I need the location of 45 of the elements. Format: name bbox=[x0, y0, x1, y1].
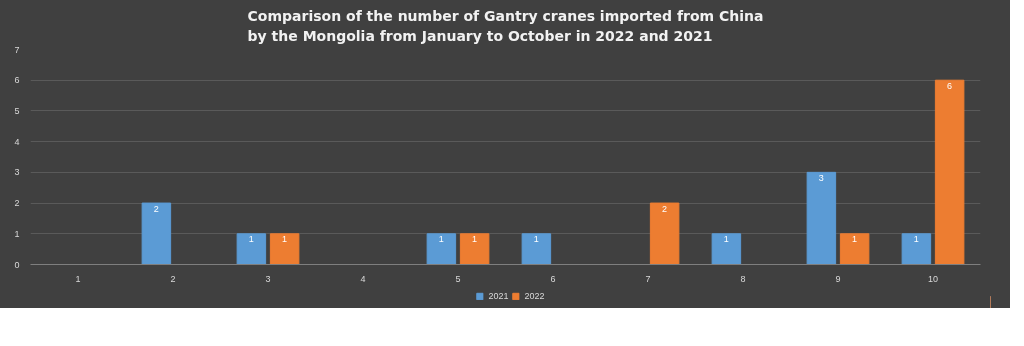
bar bbox=[269, 233, 300, 265]
bar bbox=[839, 233, 870, 265]
bar bbox=[649, 202, 680, 265]
data-label: 6 bbox=[947, 80, 953, 91]
x-tick-label: 8 bbox=[740, 273, 746, 284]
y-tick-label: 2 bbox=[14, 198, 20, 209]
data-label: 1 bbox=[533, 234, 539, 245]
legend-label: 2022 bbox=[524, 291, 545, 301]
x-tick-label: 7 bbox=[645, 273, 651, 284]
x-tick-label: 5 bbox=[455, 273, 461, 284]
data-label: 1 bbox=[723, 234, 729, 245]
x-tick-label: 10 bbox=[927, 273, 939, 284]
y-tick-label: 1 bbox=[14, 228, 20, 239]
y-tick-label: 6 bbox=[14, 75, 20, 86]
y-tick-label: 4 bbox=[14, 136, 20, 147]
bar bbox=[426, 233, 457, 265]
bar bbox=[806, 171, 837, 265]
bar bbox=[459, 233, 490, 265]
data-label: 1 bbox=[472, 234, 478, 245]
legend-label: 2021 bbox=[488, 291, 509, 301]
x-tick-label: 9 bbox=[835, 273, 841, 284]
data-label: 2 bbox=[153, 203, 159, 214]
bar bbox=[901, 233, 932, 265]
bar bbox=[141, 202, 172, 265]
x-tick-label: 1 bbox=[75, 273, 81, 284]
x-tick-label: 3 bbox=[265, 273, 271, 284]
data-label: 1 bbox=[852, 234, 858, 245]
chart-title: Comparison of the number of Gantry cranes imported from China by the Mongolia from January to October in 2022 and 2021 bbox=[247, 7, 764, 45]
bar bbox=[236, 233, 267, 265]
data-label: 2 bbox=[662, 203, 668, 214]
bar bbox=[521, 233, 552, 265]
x-tick-label: 4 bbox=[360, 273, 366, 284]
bar bbox=[711, 233, 742, 265]
y-tick-label: 3 bbox=[14, 167, 20, 178]
bar bbox=[934, 79, 965, 265]
y-tick-label: 7 bbox=[14, 44, 20, 55]
y-tick-label: 5 bbox=[14, 105, 20, 116]
data-label: 1 bbox=[438, 234, 444, 245]
x-tick-label: 6 bbox=[550, 273, 556, 284]
data-label: 3 bbox=[818, 172, 824, 183]
x-tick-label: 2 bbox=[170, 273, 176, 284]
y-tick-label: 0 bbox=[14, 259, 20, 270]
data-label: 1 bbox=[248, 234, 254, 245]
data-label: 1 bbox=[282, 234, 288, 245]
data-label: 1 bbox=[913, 234, 919, 245]
